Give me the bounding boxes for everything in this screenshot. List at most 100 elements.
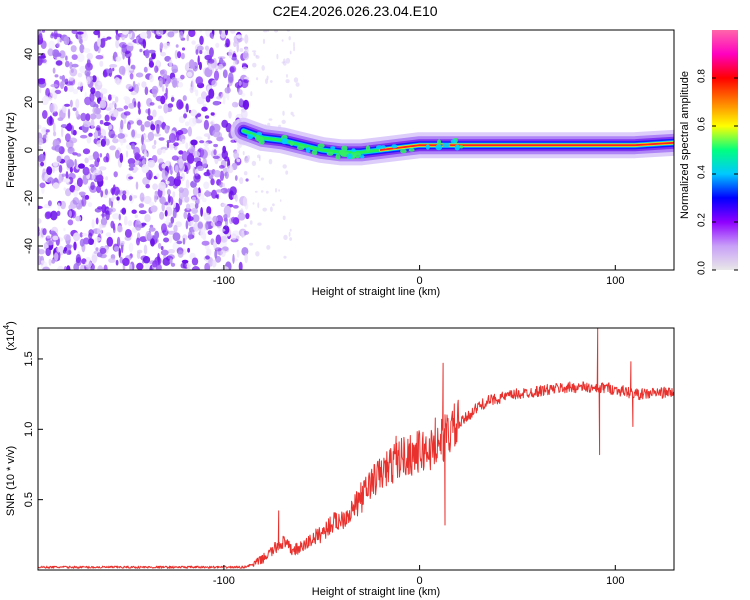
noise-speck [89,101,97,108]
noise-speck [94,237,102,242]
noise-speck [56,247,60,253]
noise-speck [289,237,292,241]
ridge-blob [339,151,347,156]
noise-speck [63,266,67,270]
noise-speck [215,255,222,263]
noise-speck [218,63,224,70]
noise-speck [228,49,234,59]
noise-speck [165,180,170,185]
noise-speck [92,151,100,161]
snr-y-multiplier-close: ) [5,321,17,325]
noise-speck [113,109,119,118]
noise-speck [178,187,184,194]
noise-speck [140,31,148,39]
noise-speck [283,255,287,259]
noise-speck [257,154,261,159]
noise-speck [191,196,197,202]
noise-speck [75,254,81,264]
noise-speck [50,83,59,88]
snr-y-multiplier: (x104) [2,321,17,351]
noise-speck [73,241,77,251]
ridge-blob [408,148,415,152]
noise-speck [69,99,73,108]
noise-speck [238,98,244,106]
noise-speck [45,87,50,98]
noise-speck [250,91,253,97]
noise-speck [118,65,126,75]
x-tick-label: 0 [417,575,423,587]
ridge-blob [305,147,311,153]
noise-speck [195,89,199,97]
spectrogram-x-axis-label: Height of straight line (km) [312,286,440,298]
noise-speck [199,116,204,121]
noise-speck [79,238,85,247]
colorbar: 0.0 0.2 0.4 0.6 0.8 Normalized spectral ampl… [679,30,738,275]
noise-speck [188,117,197,127]
noise-speck [187,216,194,222]
noise-speck [166,215,170,226]
noise-speck [82,148,91,155]
noise-speck [136,237,140,246]
noise-speck [157,105,162,109]
noise-speck [190,220,195,227]
noise-speck [54,30,58,33]
noise-speck [100,88,108,95]
noise-speck [132,80,136,91]
noise-speck [70,45,77,53]
noise-speck [128,167,134,171]
noise-speck [243,171,248,176]
noise-speck [252,202,255,205]
noise-speck [241,62,247,67]
noise-speck [160,146,168,151]
snr-y-axis-label: SNR (10 * v/v) [5,446,17,516]
noise-speck [193,157,202,163]
noise-speck [72,197,80,205]
noise-speck [72,88,79,95]
noise-speck [261,65,265,71]
noise-speck [225,216,228,227]
noise-speck [87,202,93,208]
noise-speck [266,245,271,250]
noise-speck [152,183,159,190]
noise-speck [221,266,229,270]
noise-speck [125,83,133,90]
noise-speck [38,145,42,151]
ridge-blob [297,145,305,151]
colorbar-label: Normalized spectral amplitude [679,71,691,219]
noise-speck [282,110,285,116]
noise-speck [182,95,187,102]
noise-speck [51,32,54,37]
ridge-blob [437,139,442,146]
noise-speck [143,195,152,205]
noise-speck [213,149,217,156]
noise-speck [54,74,59,78]
x-tick-label: 100 [606,275,624,287]
noise-speck [123,105,129,110]
noise-speck [200,207,204,217]
noise-speck [196,45,204,52]
noise-speck [64,78,69,85]
noise-speck [204,54,212,61]
noise-speck [67,146,75,154]
noise-speck [151,144,156,150]
noise-speck [138,203,145,209]
noise-speck [171,64,178,74]
noise-speck [61,173,67,177]
noise-speck [43,134,47,140]
noise-speck [179,31,184,39]
noise-speck [236,42,239,53]
noise-speck [204,115,210,119]
noise-speck [88,155,94,161]
noise-speck [67,108,71,119]
noise-speck [99,60,104,67]
noise-speck [127,56,131,67]
noise-speck [212,129,221,138]
noise-speck [216,96,223,100]
ridge-blob [365,145,371,152]
noise-speck [185,179,190,189]
noise-speck [119,152,124,163]
noise-speck [157,148,162,156]
noise-speck [168,235,173,244]
noise-speck [222,183,225,188]
noise-speck [185,203,191,211]
